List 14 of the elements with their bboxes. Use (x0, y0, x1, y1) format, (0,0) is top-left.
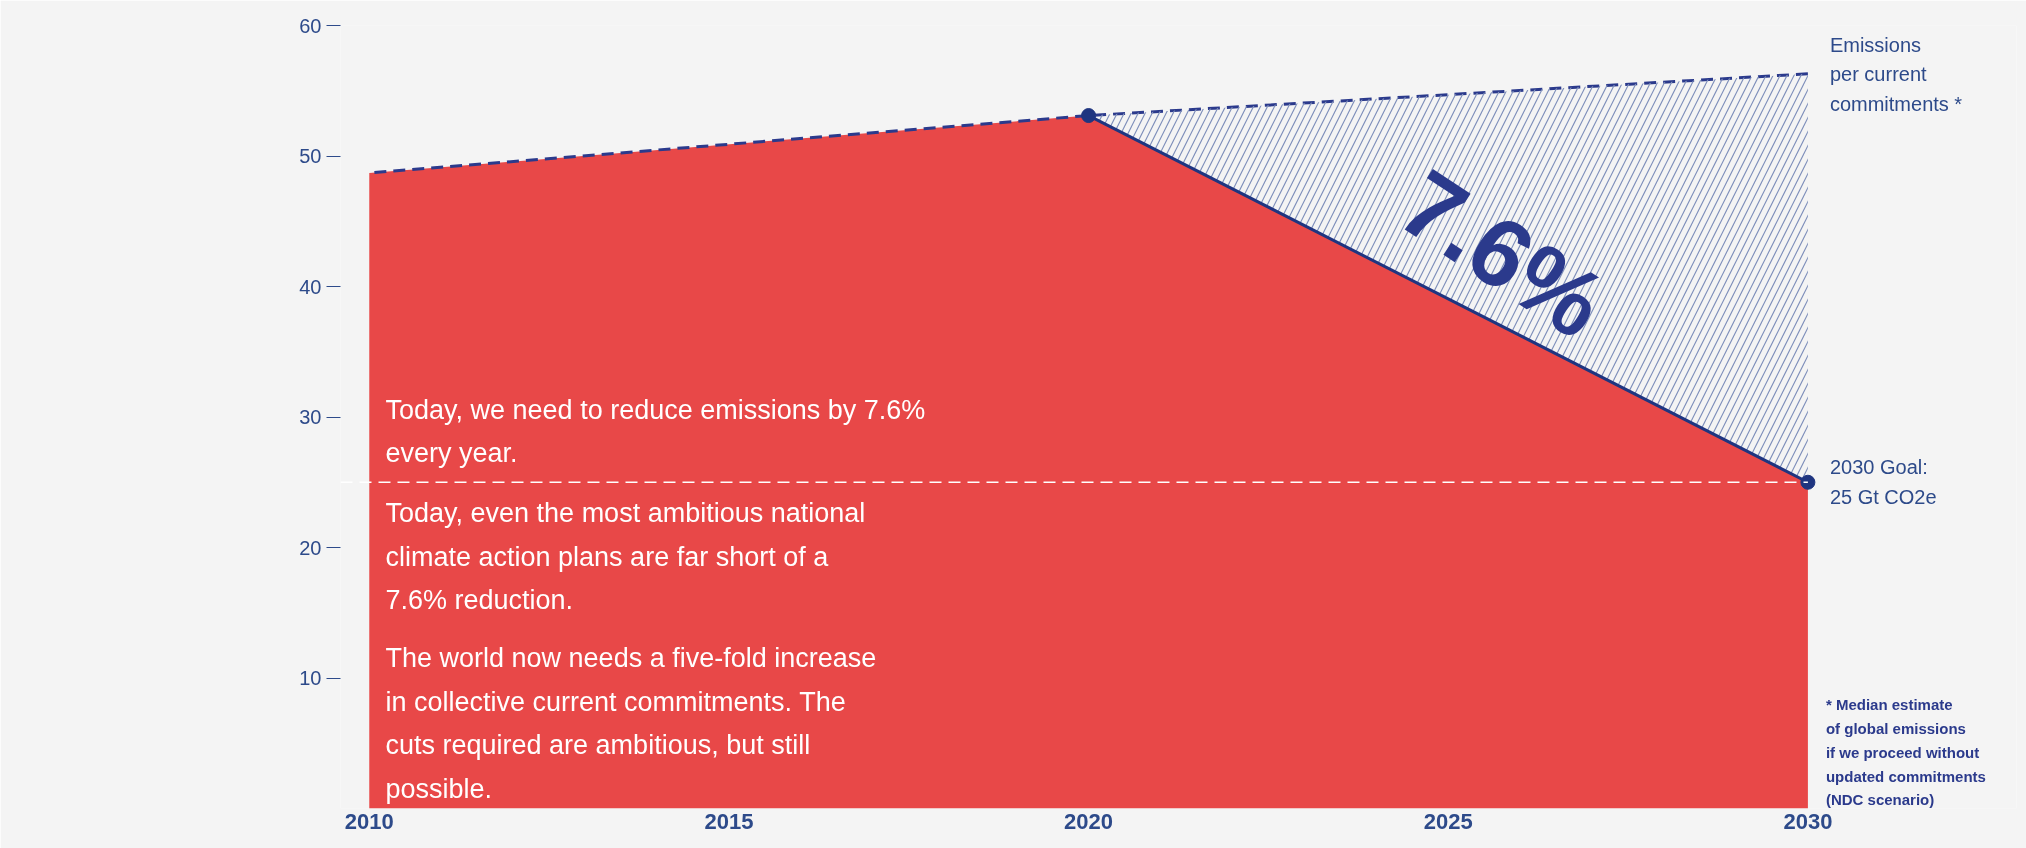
x-tick-label: 2030 (1783, 808, 1833, 834)
y-tick-label: 60 (299, 14, 322, 37)
y-tick-label: 50 (299, 145, 322, 167)
annotation: * Median estimate of global emissions if we proceed without updated commitments (NDC scenario) (1825, 696, 1986, 809)
ref-line-label: 2030 Goal: 25 Gt CO2e (1829, 456, 1937, 509)
x-tick-label: 2010 (344, 808, 394, 834)
x-tick-label: 2020 (1064, 808, 1114, 834)
y-tick-label: 20 (299, 536, 322, 559)
x-tick-label: 2015 (704, 808, 754, 834)
y-tick-label: 40 (299, 275, 322, 298)
y-tick-label: 10 (299, 667, 322, 689)
x-tick-label: 2025 (1423, 808, 1473, 834)
series-label: Emissions per current commitments * (1829, 33, 1963, 116)
y-tick-label: 30 (299, 406, 322, 428)
